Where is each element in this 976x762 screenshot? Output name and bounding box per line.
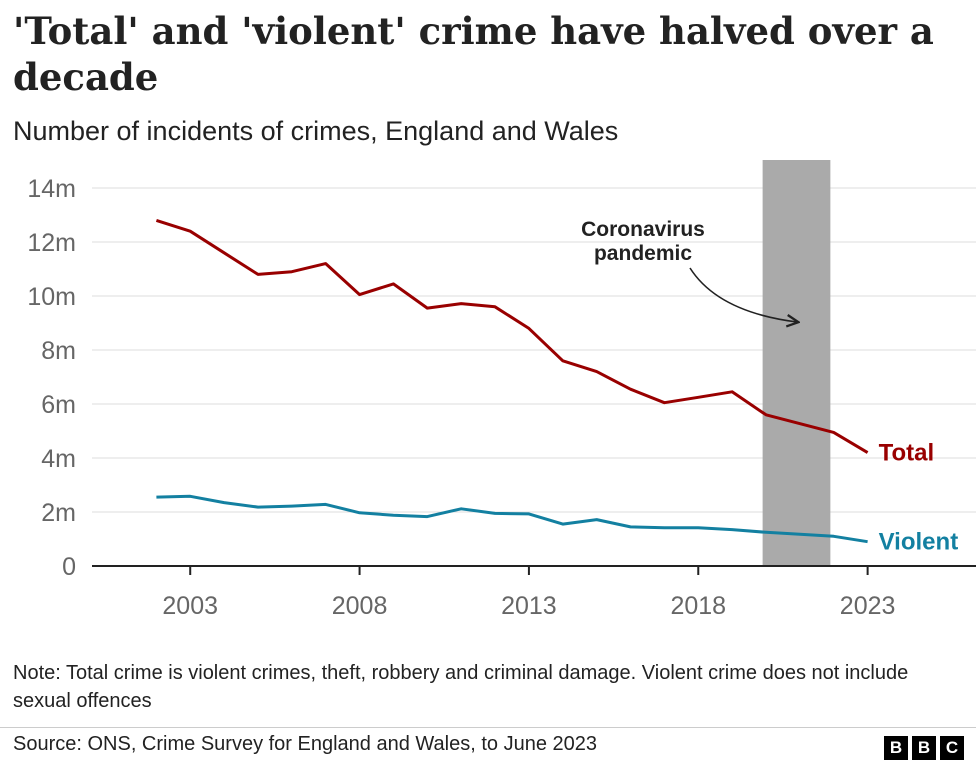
y-tick-label: 6m — [41, 391, 76, 419]
x-tick-label: 2003 — [162, 592, 218, 620]
x-tick-label: 2008 — [332, 592, 388, 620]
logo-letter-b2: B — [912, 736, 936, 760]
annotation-arrow — [689, 267, 797, 322]
y-tick-label: 4m — [41, 445, 76, 473]
y-tick-label: 0 — [62, 553, 76, 581]
footer-divider — [0, 727, 976, 728]
chart-title: 'Total' and 'violent' crime have halved … — [13, 9, 934, 99]
y-tick-label: 8m — [41, 337, 76, 365]
chart-subtitle: Number of incidents of crimes, England a… — [13, 116, 619, 146]
series-label-total: Total — [879, 440, 935, 467]
x-tick-label: 2018 — [670, 592, 726, 620]
y-tick-label: 10m — [27, 283, 76, 311]
series-label-violent: Violent — [879, 529, 959, 556]
logo-letter-c: C — [940, 736, 964, 760]
series-line-total — [155, 218, 869, 454]
y-tick-label: 2m — [41, 499, 76, 527]
annotation-text: Coronavirus — [581, 218, 705, 241]
annotation-text: pandemic — [594, 242, 692, 265]
source-text: Source: ONS, Crime Survey for England an… — [13, 733, 597, 755]
logo-letter-b1: B — [884, 736, 908, 760]
bbc-logo: B B C — [884, 736, 964, 760]
pandemic-shading — [762, 160, 831, 566]
y-tick-label: 12m — [27, 229, 76, 257]
x-tick-label: 2013 — [501, 592, 557, 620]
series-line-violent — [156, 494, 868, 544]
x-tick-label: 2023 — [840, 592, 896, 620]
line-chart: 0 2m 4m 6m 8m 10m 12m 14m 2003 2008 2013 2018 2023 To… — [27, 160, 976, 620]
y-tick-label: 14m — [27, 175, 76, 203]
chart-note: Note: Total crime is violent crimes, the… — [13, 662, 909, 712]
